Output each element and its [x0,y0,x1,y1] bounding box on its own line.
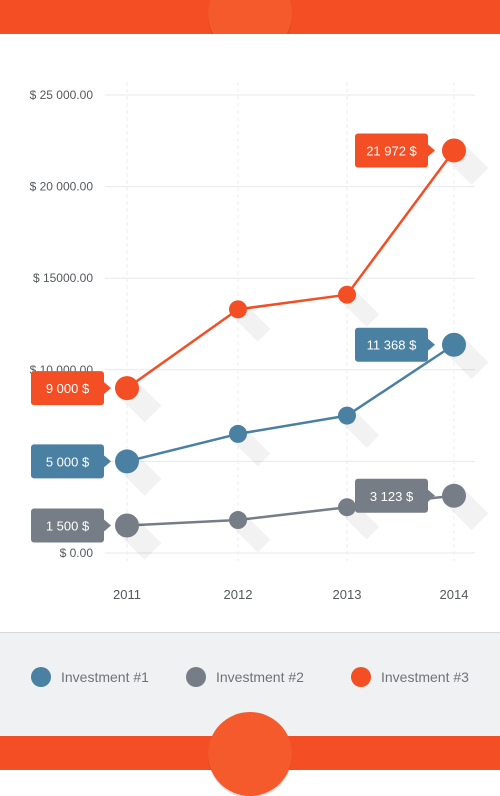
callout-pointer [428,489,435,502]
legend-item-investment-2[interactable]: Investment #2 [186,667,304,687]
callout-pointer [104,455,111,468]
series-line-1 [126,343,455,463]
callout-box [31,444,104,479]
legend-item-investment-1[interactable]: Investment #1 [31,667,149,687]
data-point [115,513,139,538]
y-tick-label: $ 0.00 [60,546,94,560]
x-tick-label: 2014 [440,587,469,602]
legend-label: Investment #3 [381,669,469,685]
data-point [229,300,247,319]
data-point [338,498,356,517]
data-label-callout: 21 972 $ [355,133,435,168]
callout-box [355,327,428,362]
data-labels: 5 000 $ 11 368 $ 1 500 $ 3 123 $ 9 000 $ 21 9… [31,133,435,543]
data-point [229,424,247,443]
data-label-callout: 9 000 $ [31,371,111,406]
callout-box [31,371,104,406]
data-point [442,483,466,508]
x-tick-label: 2012 [224,587,253,602]
y-tick-label: $ 15000.00 [33,271,93,285]
data-point [115,376,139,401]
legend-swatch [31,667,51,687]
data-label: 9 000 $ [46,381,90,396]
legend-swatch [186,667,206,687]
legend-label: Investment #1 [61,669,149,685]
legend-label: Investment #2 [216,669,304,685]
data-point [115,449,139,474]
data-label-callout: 5 000 $ [31,444,111,479]
line-chart: $ 0.00$ 5 000.00$ 10 000.00$ 15000.00$ 2… [30,82,489,602]
callout-pointer [104,519,111,532]
series-line-3 [126,149,456,390]
y-tick-label: $ 20 000.00 [30,180,94,194]
callout-pointer [428,338,435,351]
data-label-callout: 1 500 $ [31,508,111,543]
y-tick-label: $ 25 000.00 [30,88,94,102]
data-point [229,511,247,530]
data-point [338,285,356,304]
bottom-knob [208,712,292,796]
series [115,138,489,560]
callout-box [31,508,104,543]
data-label: 5 000 $ [46,454,90,469]
legend-item-investment-3[interactable]: Investment #3 [351,667,469,687]
data-label: 3 123 $ [370,489,414,504]
x-tick-label: 2011 [113,587,141,602]
callout-box [355,133,428,168]
callout-pointer [428,144,435,157]
data-point [442,138,466,163]
legend-swatch [351,667,371,687]
data-label: 11 368 $ [367,338,417,353]
data-label-callout: 3 123 $ [355,478,435,513]
data-point [442,332,466,357]
data-point [338,406,356,425]
data-label-callout: 11 368 $ [355,327,435,362]
callout-box [355,478,428,513]
x-tick-label: 2013 [333,587,362,602]
data-label: 21 972 $ [366,143,417,158]
data-label: 1 500 $ [46,519,90,534]
callout-pointer [104,382,111,395]
